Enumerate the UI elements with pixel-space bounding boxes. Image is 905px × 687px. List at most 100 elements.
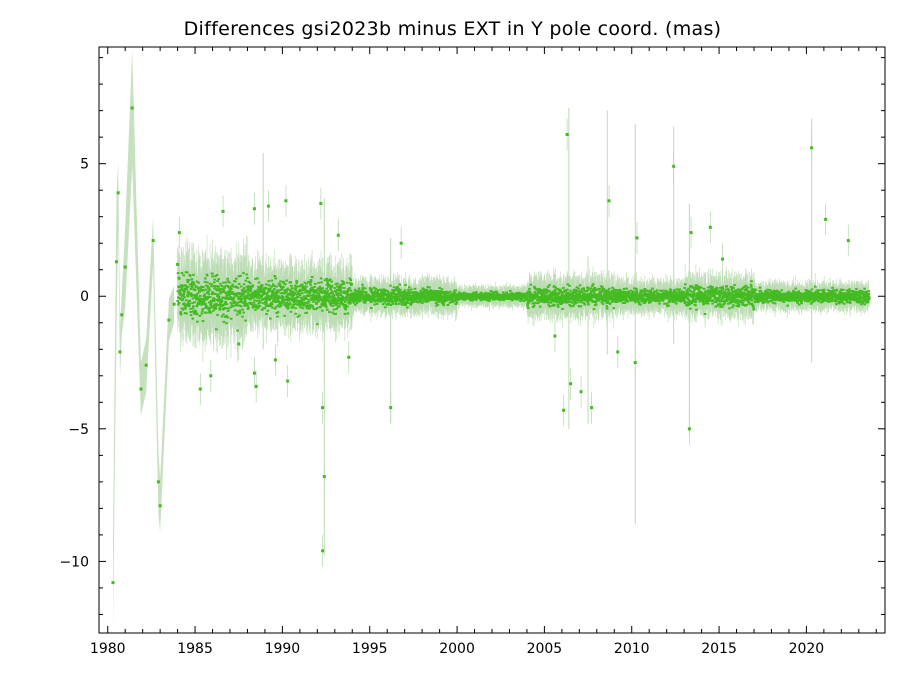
data-point — [191, 310, 195, 313]
data-point — [177, 276, 181, 279]
data-point — [191, 307, 195, 310]
data-point — [185, 304, 189, 307]
data-point — [198, 314, 202, 317]
data-point — [200, 299, 203, 302]
data-point — [187, 304, 191, 307]
data-point — [139, 387, 143, 391]
data-point — [195, 305, 199, 308]
data-point — [183, 290, 186, 293]
data-point — [198, 290, 202, 293]
data-point — [197, 302, 201, 305]
data-point — [180, 295, 184, 298]
data-point — [186, 279, 189, 282]
data-point — [120, 313, 124, 317]
data-point — [172, 302, 176, 306]
data-point — [123, 265, 127, 269]
data-point-layer — [111, 106, 871, 585]
data-point — [189, 307, 192, 310]
data-point — [189, 287, 193, 290]
chart-title: Differences gsi2023b minus EXT in Y pole… — [183, 18, 722, 40]
data-point — [186, 285, 190, 288]
data-point — [182, 274, 186, 277]
data-point — [156, 480, 160, 484]
data-point — [183, 296, 186, 299]
data-point — [189, 310, 193, 313]
data-point — [187, 290, 190, 293]
data-point — [179, 311, 183, 314]
data-point — [167, 318, 171, 322]
data-point — [190, 293, 194, 296]
data-point — [181, 288, 184, 291]
data-point — [191, 317, 195, 320]
data-point — [201, 308, 205, 311]
data-point — [202, 289, 205, 292]
data-point — [111, 581, 115, 585]
data-point — [184, 299, 188, 302]
data-point — [201, 320, 205, 323]
data-point — [185, 303, 189, 306]
data-point — [178, 277, 181, 280]
data-point — [183, 311, 187, 314]
data-point — [190, 283, 194, 286]
data-point — [196, 303, 199, 306]
data-point — [189, 314, 193, 317]
data-point — [201, 303, 205, 306]
data-point — [130, 106, 134, 110]
data-point — [193, 283, 196, 286]
data-point — [183, 304, 187, 307]
data-point — [118, 350, 122, 354]
data-point — [114, 260, 118, 264]
data-point — [180, 272, 184, 275]
data-point — [181, 307, 184, 310]
data-point — [190, 282, 194, 285]
data-point — [199, 297, 203, 300]
data-point — [200, 312, 204, 315]
data-point — [194, 310, 197, 313]
data-point — [192, 273, 195, 276]
data-point — [182, 292, 186, 295]
data-point — [197, 287, 200, 290]
data-point — [197, 286, 201, 289]
data-point — [116, 191, 120, 195]
data-point — [180, 286, 183, 289]
data-point — [190, 278, 194, 281]
data-point — [183, 289, 186, 292]
data-point — [188, 274, 192, 277]
data-point — [198, 294, 202, 297]
data-point — [178, 289, 182, 292]
data-point — [202, 286, 205, 289]
data-point — [200, 303, 203, 306]
data-point — [188, 299, 191, 302]
data-point — [179, 293, 182, 296]
data-point — [185, 287, 188, 290]
data-point — [193, 288, 197, 291]
data-point — [194, 311, 198, 314]
data-point — [151, 239, 155, 243]
data-point — [200, 285, 203, 288]
data-point — [195, 313, 199, 316]
data-point — [176, 290, 180, 293]
data-point — [196, 320, 199, 323]
early-error-band — [113, 49, 175, 628]
data-point — [185, 271, 189, 274]
data-point — [158, 504, 162, 508]
data-point — [176, 272, 180, 275]
data-point — [186, 302, 190, 305]
data-point — [195, 280, 199, 283]
data-point — [196, 297, 200, 300]
data-point — [191, 286, 194, 289]
data-point — [185, 312, 188, 315]
data-point — [197, 281, 200, 284]
data-point — [184, 306, 187, 309]
data-point — [184, 284, 187, 287]
data-point — [177, 285, 181, 288]
data-point — [179, 313, 183, 316]
data-point — [188, 283, 192, 286]
data-point — [181, 308, 185, 311]
data-point — [184, 307, 187, 310]
error-bar-layer — [113, 49, 870, 628]
data-point — [199, 286, 203, 289]
data-point — [194, 295, 198, 298]
data-point — [201, 310, 204, 313]
